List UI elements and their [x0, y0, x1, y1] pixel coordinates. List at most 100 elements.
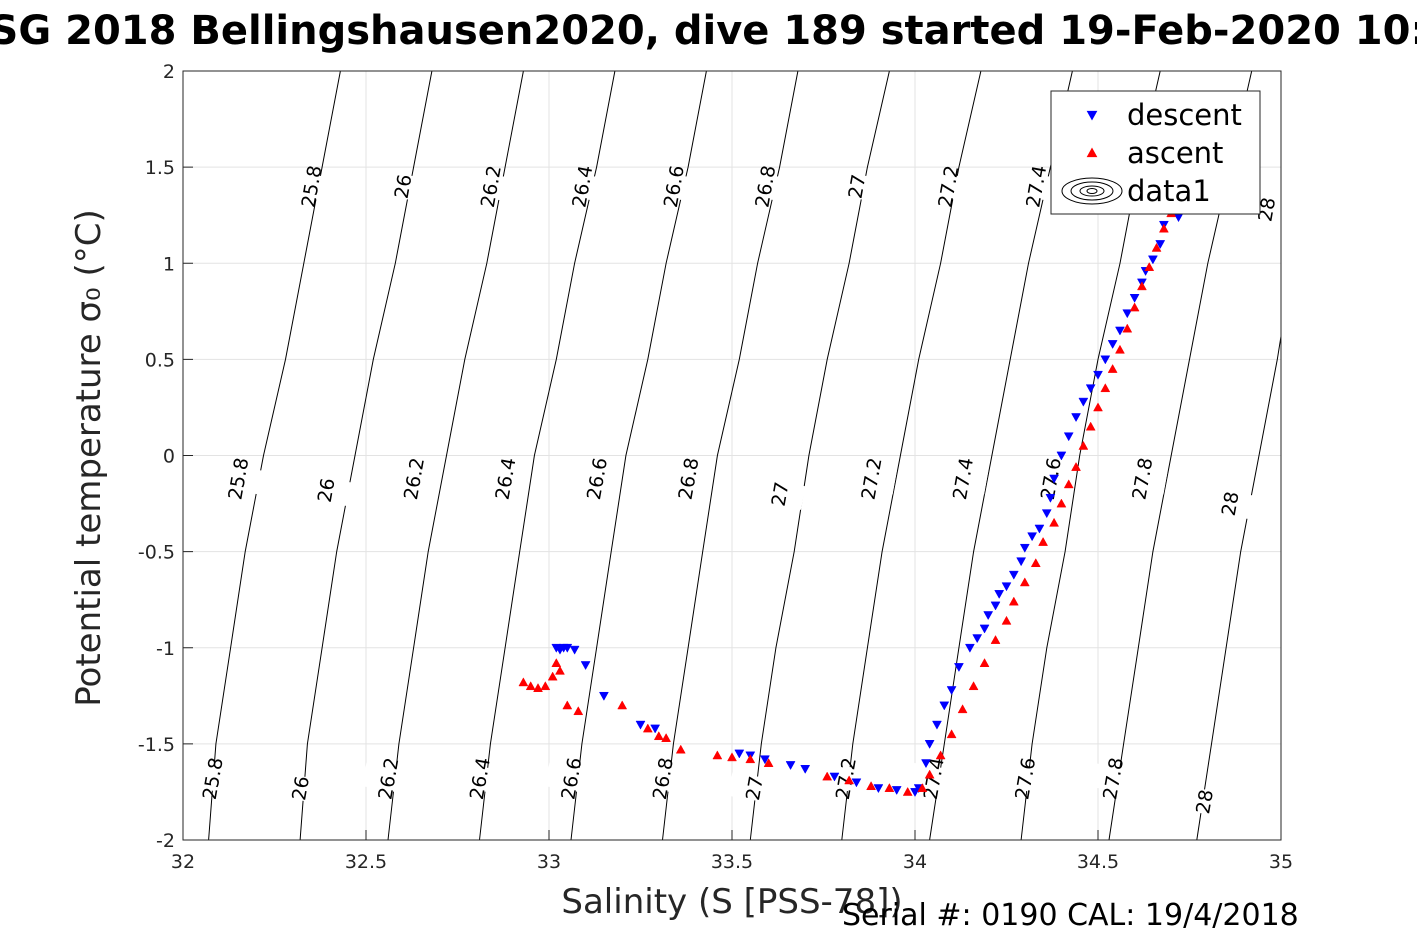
contour-labels: 25.825.825.826262626.226.226.226.426.426…	[186, 164, 1293, 818]
descent-point	[1129, 294, 1140, 303]
descent-point	[1001, 582, 1012, 592]
descent-point	[800, 765, 811, 774]
ascent-point	[1008, 596, 1019, 606]
ascent-point	[866, 781, 877, 791]
descent-point	[1115, 326, 1125, 336]
x-tick-label: 32	[171, 851, 195, 873]
descent-point	[924, 740, 935, 749]
descent-point	[994, 590, 1005, 599]
contour-label-bg	[479, 462, 531, 495]
contour-label-bg	[285, 170, 337, 203]
descent-point	[734, 749, 745, 759]
descent-point	[939, 701, 950, 711]
contour-label: 26	[288, 774, 314, 802]
ascent-point	[653, 731, 664, 741]
x-tick-label: 33.5	[711, 851, 753, 873]
y-tick-label: -0.5	[138, 542, 175, 564]
contour-label-bg	[1024, 462, 1077, 495]
y-axis-ticks: -2 -1.5 -1 -0.5 0 0.5 1 1.5 2	[138, 61, 193, 852]
contour-label-bg	[362, 762, 414, 795]
ascent-point	[1129, 302, 1140, 312]
ascent-point	[1115, 344, 1125, 354]
y-tick-label: -1.5	[138, 734, 175, 756]
descent-point	[1078, 397, 1089, 407]
ascent-point	[1151, 242, 1162, 252]
descent-point	[891, 786, 902, 796]
ascent-point	[712, 750, 723, 760]
ascent-point	[979, 658, 990, 667]
ascent-point	[1038, 536, 1049, 546]
contour-label-bg	[739, 170, 791, 203]
contour-label-bg	[662, 462, 714, 495]
ascent-point	[675, 744, 686, 754]
descent-point	[851, 778, 862, 788]
descent-point	[1045, 493, 1056, 503]
ascent-point	[1063, 479, 1074, 489]
contour-label-bg	[387, 462, 440, 495]
descent-point	[760, 755, 770, 765]
contour-label-bg	[556, 170, 608, 203]
ascent-point	[661, 733, 672, 742]
ascent-point	[1019, 577, 1030, 587]
x-tick-label: 34	[903, 851, 927, 873]
ascent-point	[917, 783, 928, 792]
legend-contour-icon	[1086, 188, 1098, 194]
y-tick-label: 1	[163, 253, 175, 275]
ascent-point	[1122, 323, 1133, 333]
contour-label-bg	[830, 170, 883, 203]
contour-label-bg	[570, 462, 623, 495]
ascent-point	[935, 750, 946, 760]
ascent-point	[1093, 402, 1103, 412]
descent-point	[635, 720, 646, 730]
contour-label-bg	[453, 762, 506, 795]
legend-box	[1050, 90, 1261, 215]
ascent-point	[844, 775, 855, 785]
descent-point	[569, 645, 580, 655]
legend-label: data1	[1127, 174, 1211, 208]
contour-label: 27	[742, 774, 768, 802]
ascent-point	[617, 700, 628, 710]
legend-marker-ascent	[1086, 147, 1098, 158]
ascent-point	[540, 681, 551, 691]
contour-label-bg	[753, 477, 806, 510]
ascent-point	[1100, 383, 1111, 393]
ascent-point	[555, 665, 565, 675]
x-axis-ticks: 32 32.5 33 33.5 34 34.5 35	[171, 830, 1293, 873]
ascent-point	[1107, 363, 1118, 373]
ascent-point	[990, 635, 1001, 644]
ascent-point	[525, 681, 536, 691]
y-tick-label: -1	[156, 638, 175, 660]
ascent-point	[727, 752, 737, 762]
legend: descent ascent data1	[1050, 90, 1261, 215]
ascent-point	[551, 658, 562, 667]
ascent-point	[957, 704, 968, 714]
contour-label-bg	[300, 474, 352, 507]
ascent-point	[547, 671, 558, 681]
contour-label: 27	[844, 173, 870, 201]
contour-label-bg	[1010, 170, 1062, 203]
descent-point	[873, 784, 884, 794]
ascent-point	[1071, 462, 1081, 471]
descent-point	[785, 761, 796, 771]
contour-label-bg	[936, 462, 989, 495]
contour-label-bg	[212, 462, 264, 495]
descent-point	[1093, 370, 1103, 380]
ascent-point	[562, 700, 573, 710]
descent-point	[972, 634, 983, 644]
contour-label-bg	[545, 762, 597, 795]
descent-point	[1016, 557, 1027, 567]
y-tick-label: 1.5	[145, 157, 175, 179]
contour-label-bg	[186, 762, 238, 795]
ascent-point	[924, 769, 935, 779]
descent-point	[1034, 524, 1045, 534]
descent-point	[829, 772, 840, 782]
descent-point	[1071, 413, 1081, 423]
descent-point	[1027, 532, 1038, 542]
ascent-point	[1158, 223, 1169, 233]
ascent-point	[822, 771, 833, 781]
contour-label: 27	[768, 480, 794, 508]
ascent-point	[968, 681, 979, 691]
legend-contour-icon	[1061, 177, 1123, 205]
contour-label-bg	[819, 762, 872, 795]
